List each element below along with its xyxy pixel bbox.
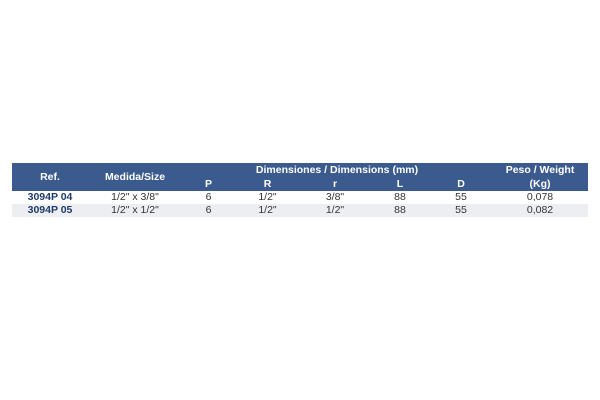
table-cell: 3094P 04 — [27, 191, 73, 203]
table-row: 3094P 05 1/2" x 1/2" 6 1/2" 1/2" 88 55 0,082 — [12, 204, 589, 217]
table-cell: 55 — [430, 204, 493, 217]
table-cell: 0,082 — [492, 204, 589, 217]
table-cell: 1/2" — [235, 204, 300, 217]
header-cell: Ref. — [12, 163, 88, 191]
header-cell: Medida/Size — [88, 163, 182, 191]
table-row: 3094P 04 1/2" x 3/8" 6 1/2" 3/8" 88 55 0,078 — [12, 191, 588, 204]
header-cell: R — [235, 177, 300, 191]
product-table: Ref. Medida/Size Dimensiones / Dimension… — [12, 163, 589, 217]
table-cell: 88 — [370, 204, 430, 217]
header-cell: Dimensiones / Dimensions (mm) — [182, 163, 493, 177]
header-cell: L — [370, 177, 430, 191]
table-cell: 88 — [394, 191, 406, 203]
header-cell: D — [430, 177, 493, 191]
table-header: Ref. Medida/Size Dimensiones / Dimension… — [12, 163, 589, 191]
table-cell: 6 — [182, 204, 235, 217]
header-cell: (Kg) — [492, 177, 589, 191]
table-cell: 1/2" x 1/2" — [88, 204, 182, 217]
header-cell: Peso / Weight — [492, 163, 589, 177]
table-cell: 3/8" — [325, 191, 345, 203]
table-cell: 1/2" x 3/8" — [111, 191, 159, 203]
table-cell: 3094P 05 — [12, 204, 88, 217]
table-cell: 6 — [205, 191, 212, 203]
table-cell: 0,078 — [526, 191, 554, 203]
table-cell: 1/2" — [258, 191, 277, 203]
table-cell: 55 — [455, 191, 467, 203]
header-cell: r — [300, 177, 370, 191]
table-body: 3094P 04 1/2" x 3/8" 6 1/2" 3/8" 88 55 0,078 309… — [12, 191, 589, 217]
header-cell: P — [182, 177, 235, 191]
table-cell: 1/2" — [300, 204, 370, 217]
